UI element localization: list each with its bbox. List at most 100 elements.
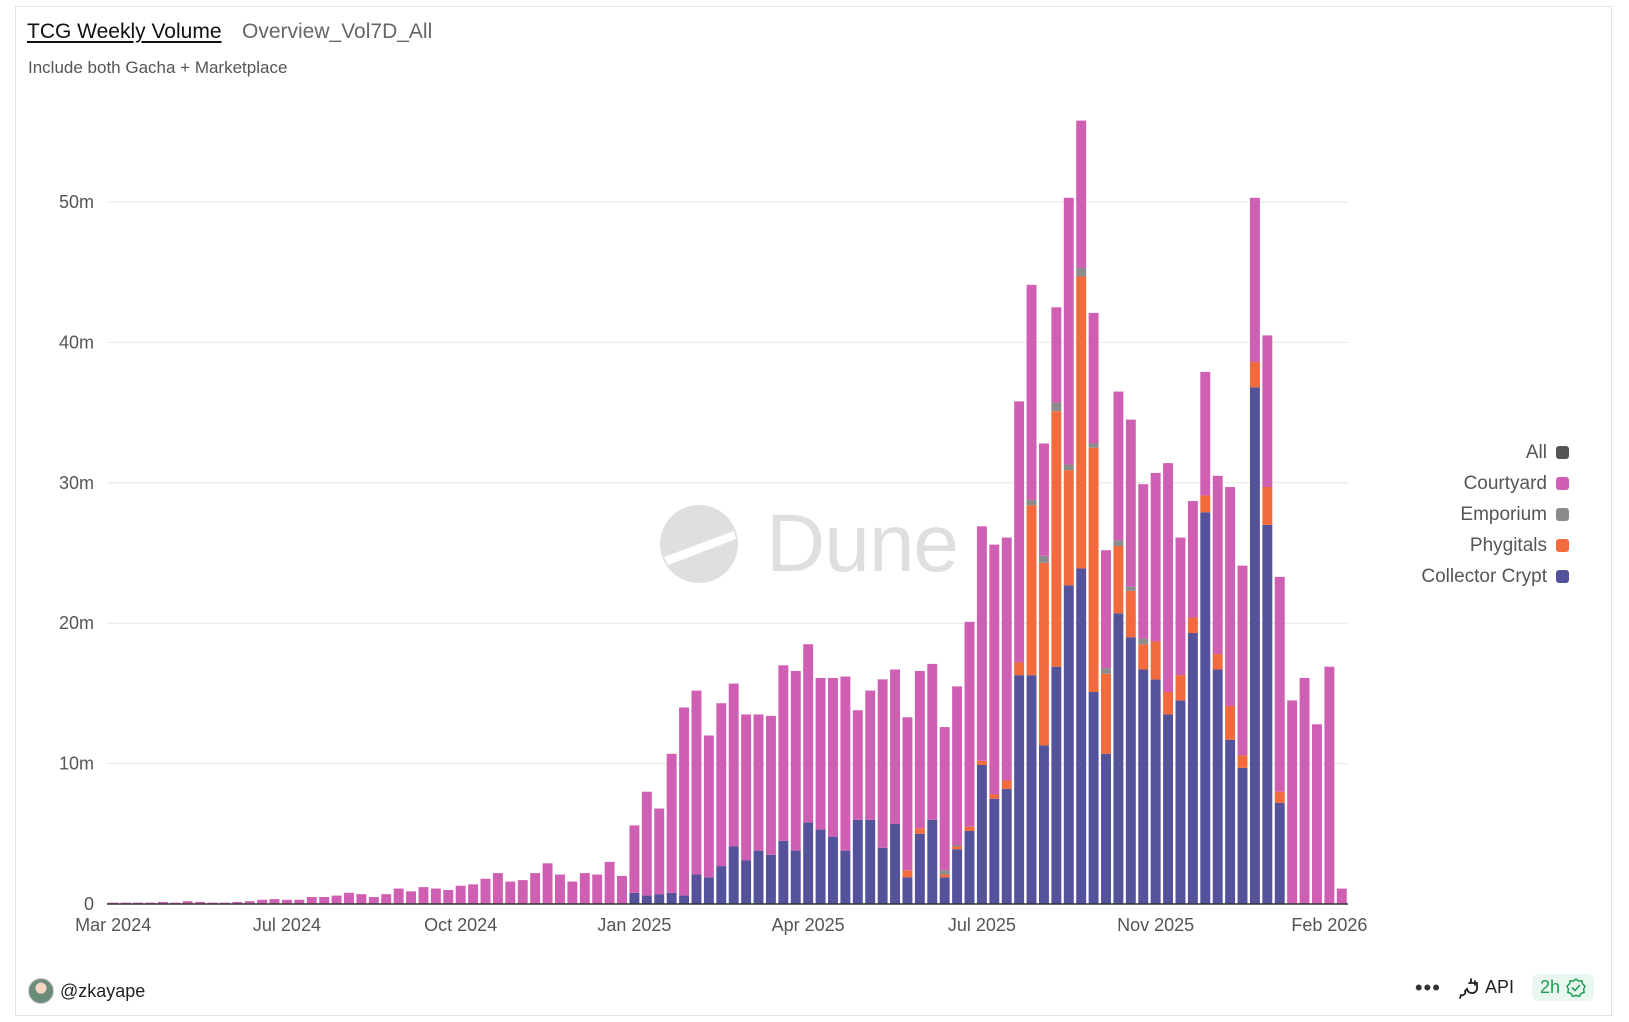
legend-item-phygitals[interactable]: Phygitals — [1421, 530, 1569, 561]
bar-segment-courtyard[interactable] — [1138, 484, 1148, 638]
bar-segment-collector-crypt[interactable] — [692, 875, 702, 904]
bar-segment-courtyard[interactable] — [741, 714, 751, 860]
bar-segment-collector-crypt[interactable] — [766, 855, 776, 904]
bar-segment-courtyard[interactable] — [543, 863, 553, 904]
bar-segment-emporium[interactable] — [1039, 556, 1049, 563]
bar-segment-emporium[interactable] — [1126, 587, 1136, 591]
bar-segment-collector-crypt[interactable] — [629, 893, 639, 904]
bar-segment-courtyard[interactable] — [1324, 667, 1334, 904]
bar-segment-courtyard[interactable] — [890, 670, 900, 824]
bar-segment-courtyard[interactable] — [1176, 538, 1186, 676]
bar-segment-courtyard[interactable] — [803, 644, 813, 822]
bar-segment-courtyard[interactable] — [1213, 476, 1223, 654]
bar-segment-collector-crypt[interactable] — [878, 848, 888, 904]
bar-segment-collector-crypt[interactable] — [1163, 714, 1173, 904]
bar-segment-phygitals[interactable] — [1250, 362, 1260, 387]
legend-item-collector-crypt[interactable]: Collector Crypt — [1421, 561, 1569, 592]
bar-segment-courtyard[interactable] — [1113, 392, 1123, 541]
bar-segment-courtyard[interactable] — [505, 882, 515, 904]
bar-segment-courtyard[interactable] — [1188, 501, 1198, 618]
bar-segment-courtyard[interactable] — [592, 875, 602, 904]
bar-segment-courtyard[interactable] — [580, 873, 590, 904]
bar-segment-courtyard[interactable] — [878, 679, 888, 847]
bar-segment-courtyard[interactable] — [679, 707, 689, 895]
bar-segment-phygitals[interactable] — [952, 846, 962, 849]
bar-segment-collector-crypt[interactable] — [741, 860, 751, 904]
bar-segment-courtyard[interactable] — [1262, 335, 1272, 487]
bar-segment-phygitals[interactable] — [989, 794, 999, 798]
bar-segment-courtyard[interactable] — [443, 890, 453, 904]
bar-segment-courtyard[interactable] — [418, 887, 428, 904]
bar-segment-courtyard[interactable] — [654, 809, 664, 895]
bar-segment-emporium[interactable] — [1138, 639, 1148, 645]
bar-segment-phygitals[interactable] — [1027, 505, 1037, 675]
bar-segment-collector-crypt[interactable] — [927, 820, 937, 904]
bar-segment-courtyard[interactable] — [369, 897, 379, 904]
bar-segment-emporium[interactable] — [1027, 500, 1037, 506]
bar-segment-collector-crypt[interactable] — [1064, 585, 1074, 904]
bar-segment-collector-crypt[interactable] — [1126, 637, 1136, 904]
bar-segment-collector-crypt[interactable] — [940, 877, 950, 904]
bar-segment-collector-crypt[interactable] — [1176, 700, 1186, 904]
bar-segment-courtyard[interactable] — [1300, 678, 1310, 904]
bar-segment-collector-crypt[interactable] — [667, 893, 677, 904]
bar-segment-collector-crypt[interactable] — [1188, 633, 1198, 904]
bar-segment-collector-crypt[interactable] — [1200, 512, 1210, 904]
bar-segment-collector-crypt[interactable] — [679, 896, 689, 904]
refresh-status-badge[interactable]: 2h — [1532, 974, 1594, 1001]
bar-segment-courtyard[interactable] — [989, 545, 999, 795]
bar-segment-courtyard[interactable] — [493, 873, 503, 904]
bar-segment-collector-crypt[interactable] — [1002, 789, 1012, 904]
bar-segment-phygitals[interactable] — [1238, 755, 1248, 768]
bar-segment-phygitals[interactable] — [1113, 546, 1123, 613]
bar-segment-phygitals[interactable] — [1275, 792, 1285, 803]
bar-segment-courtyard[interactable] — [816, 678, 826, 830]
bar-segment-courtyard[interactable] — [1225, 487, 1235, 706]
bar-segment-phygitals[interactable] — [1163, 692, 1173, 714]
api-button[interactable]: API — [1459, 977, 1514, 999]
legend-item-all[interactable]: All — [1421, 437, 1569, 468]
bar-segment-courtyard[interactable] — [840, 677, 850, 851]
bar-segment-phygitals[interactable] — [1225, 706, 1235, 740]
bar-segment-courtyard[interactable] — [319, 897, 329, 904]
bar-segment-collector-crypt[interactable] — [1138, 670, 1148, 904]
bar-segment-courtyard[interactable] — [1337, 889, 1347, 904]
bar-segment-courtyard[interactable] — [828, 678, 838, 837]
bar-segment-courtyard[interactable] — [381, 894, 391, 904]
bar-segment-collector-crypt[interactable] — [654, 894, 664, 904]
bar-segment-collector-crypt[interactable] — [865, 820, 875, 904]
bar-segment-courtyard[interactable] — [766, 716, 776, 855]
bar-segment-courtyard[interactable] — [567, 882, 577, 904]
bar-segment-collector-crypt[interactable] — [1151, 679, 1161, 904]
bar-segment-phygitals[interactable] — [1200, 495, 1210, 512]
bar-segment-courtyard[interactable] — [791, 671, 801, 851]
bar-segment-collector-crypt[interactable] — [1014, 675, 1024, 904]
bar-segment-emporium[interactable] — [1113, 540, 1123, 546]
bar-segment-courtyard[interactable] — [406, 891, 416, 904]
bar-segment-collector-crypt[interactable] — [1225, 740, 1235, 904]
bar-segment-phygitals[interactable] — [1151, 641, 1161, 679]
bar-segment-phygitals[interactable] — [915, 828, 925, 834]
bar-segment-phygitals[interactable] — [940, 875, 950, 878]
bar-segment-collector-crypt[interactable] — [1250, 387, 1260, 904]
bar-segment-collector-crypt[interactable] — [1076, 568, 1086, 904]
bar-segment-courtyard[interactable] — [332, 896, 342, 904]
bar-segment-collector-crypt[interactable] — [1262, 525, 1272, 904]
bar-segment-collector-crypt[interactable] — [828, 837, 838, 904]
bar-segment-phygitals[interactable] — [1213, 654, 1223, 669]
bar-segment-courtyard[interactable] — [1163, 463, 1173, 692]
bar-segment-emporium[interactable] — [1064, 465, 1074, 471]
bar-segment-collector-crypt[interactable] — [902, 877, 912, 904]
bar-segment-phygitals[interactable] — [965, 827, 975, 831]
bar-segment-collector-crypt[interactable] — [778, 841, 788, 904]
bar-segment-collector-crypt[interactable] — [890, 824, 900, 904]
bar-segment-courtyard[interactable] — [431, 889, 441, 904]
bar-segment-collector-crypt[interactable] — [716, 866, 726, 904]
bar-segment-courtyard[interactable] — [1200, 372, 1210, 496]
bar-segment-courtyard[interactable] — [307, 897, 317, 904]
bar-segment-collector-crypt[interactable] — [1275, 803, 1285, 904]
bar-segment-courtyard[interactable] — [1014, 401, 1024, 662]
bar-segment-collector-crypt[interactable] — [1051, 667, 1061, 904]
bar-segment-courtyard[interactable] — [642, 792, 652, 896]
bar-segment-emporium[interactable] — [952, 845, 962, 846]
